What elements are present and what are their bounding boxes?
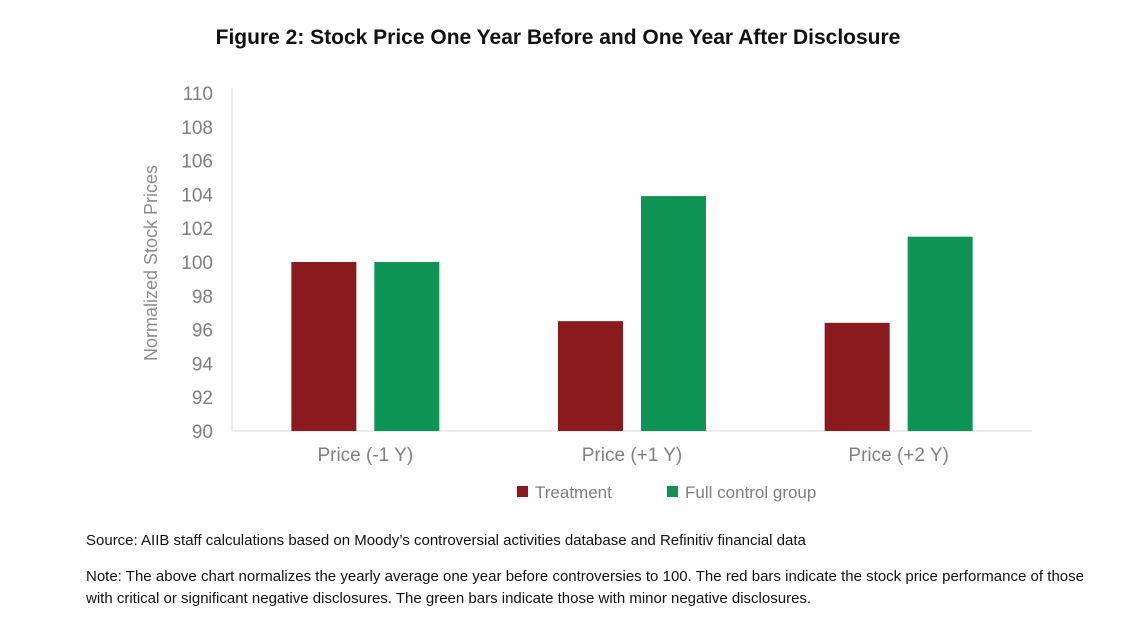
bar-treatment-0 bbox=[291, 262, 357, 431]
category-label: Price (+1 Y) bbox=[582, 445, 683, 466]
y-tick-label: 94 bbox=[192, 354, 214, 375]
category-labels: Price (-1 Y) Price (+1 Y) Price (+2 Y) bbox=[317, 445, 948, 466]
legend-swatch-1 bbox=[667, 486, 678, 497]
source-text: Source: AIIB staff calculations based on… bbox=[86, 532, 806, 549]
y-tick-label: 106 bbox=[181, 152, 213, 173]
category-label: Price (+2 Y) bbox=[848, 445, 949, 466]
bar-control-1 bbox=[641, 196, 706, 431]
legend-label-0: Treatment bbox=[535, 483, 612, 502]
y-tick-label: 110 bbox=[183, 84, 213, 105]
bar-control-0 bbox=[374, 262, 440, 431]
y-tick-label: 108 bbox=[181, 118, 213, 139]
y-tick-label: 98 bbox=[192, 287, 213, 308]
y-tick-label: 96 bbox=[192, 321, 213, 342]
y-tick-labels: 90 92 94 96 98 100 102 104 106 108 110 bbox=[181, 84, 213, 443]
y-tick-label: 100 bbox=[181, 253, 213, 274]
y-tick-label: 92 bbox=[192, 388, 213, 409]
legend-label-1: Full control group bbox=[685, 483, 816, 502]
note-text: Note: The above chart normalizes the yea… bbox=[86, 568, 1084, 607]
bar-chart: Normalized Stock Prices 90 92 94 96 98 100 102… bbox=[141, 84, 1032, 502]
legend: Treatment Full control group bbox=[517, 483, 816, 502]
y-tick-label: 104 bbox=[181, 185, 213, 206]
y-tick-label: 90 bbox=[192, 422, 213, 443]
bar-treatment-2 bbox=[824, 322, 890, 431]
bar-treatment-1 bbox=[558, 321, 623, 431]
legend-swatch-0 bbox=[517, 486, 528, 497]
y-axis-title: Normalized Stock Prices bbox=[141, 165, 161, 361]
bars bbox=[291, 196, 973, 431]
chart-title: Figure 2: Stock Price One Year Before an… bbox=[215, 26, 901, 49]
category-label: Price (-1 Y) bbox=[317, 445, 413, 466]
bar-control-2 bbox=[907, 236, 973, 431]
y-tick-label: 102 bbox=[181, 219, 213, 240]
